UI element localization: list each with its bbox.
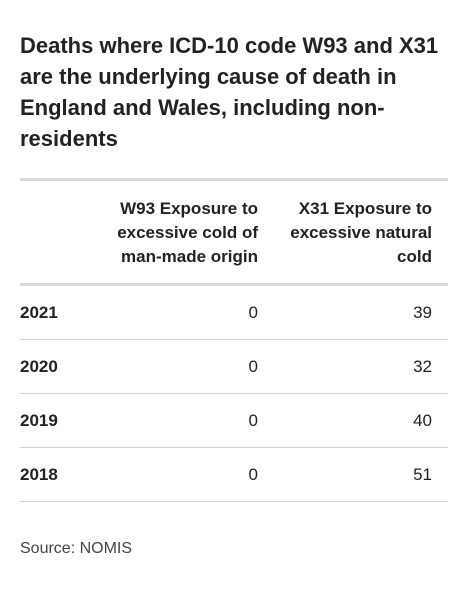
title: Deaths where ICD-10 code W93 and X31 are…	[20, 33, 439, 151]
data-table: W93 Exposure to excessive cold of man-ma…	[20, 178, 448, 502]
row-label: 2018	[20, 447, 108, 502]
table-row: 2021 0 39	[20, 284, 448, 340]
source: Source: NOMIS	[20, 540, 133, 557]
cell: 51	[258, 447, 448, 502]
table-row: 2018 0 51	[20, 447, 448, 502]
column-header: X31 Exposure to excessive natural cold	[290, 199, 432, 266]
column-header: W93 Exposure to excessive cold of man-ma…	[117, 199, 258, 266]
row-label: 2021	[20, 284, 108, 340]
row-label: 2020	[20, 339, 108, 394]
cell: 0	[108, 393, 258, 448]
column-header	[20, 180, 108, 285]
cell: 39	[258, 284, 448, 340]
row-label: 2019	[20, 393, 108, 448]
table-body: 2021 0 39 2020 0 32 2019 0 40 2018 0 51	[20, 284, 448, 502]
table-head: W93 Exposure to excessive cold of man-ma…	[20, 179, 448, 285]
cell: 0	[108, 339, 258, 394]
header-row: W93 Exposure to excessive cold of man-ma…	[20, 179, 448, 285]
cell: 0	[108, 284, 258, 340]
table-row: 2020 0 32	[20, 339, 448, 394]
cell: 32	[258, 339, 448, 394]
cell: 40	[258, 393, 448, 448]
cell: 0	[108, 447, 258, 502]
table-row: 2019 0 40	[20, 393, 448, 448]
